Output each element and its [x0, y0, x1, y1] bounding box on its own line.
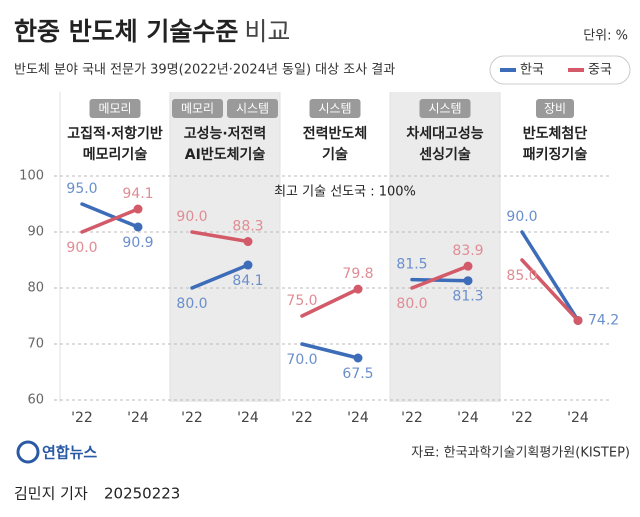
legend-label: 중국: [588, 63, 612, 78]
annotation: 최고 기술 선도국 : 100%: [274, 185, 416, 200]
value-label: 74.2: [588, 312, 619, 328]
y-tick-label: 100: [19, 169, 44, 184]
y-tick-label: 80: [27, 281, 44, 296]
panel-background: [280, 92, 390, 402]
x-tick-label: '24: [347, 410, 369, 426]
panel-title: 고집적·저항기반: [67, 125, 163, 142]
chart-title: 한중 반도체 기술수준: [14, 17, 238, 46]
value-label: 90.0: [176, 209, 207, 225]
byline: 김민지 기자: [14, 485, 88, 503]
series-line: [410, 264, 470, 290]
series-line: [300, 342, 360, 360]
legend-box: [489, 55, 631, 85]
tag-box: [227, 99, 278, 118]
series-line: [190, 263, 250, 290]
x-tick-label: '22: [511, 410, 533, 426]
panel-title: 메모리기술: [83, 147, 148, 163]
value-label: 95.0: [66, 181, 97, 197]
point: [463, 276, 473, 286]
x-tick-label: '24: [127, 410, 149, 426]
x-tick-label: '24: [457, 410, 479, 426]
tag-box: [309, 99, 361, 118]
panel-title: 기술: [322, 147, 348, 163]
panel-background: [390, 92, 500, 402]
value-label: 75.0: [286, 293, 317, 309]
x-tick-label: '22: [71, 410, 93, 426]
series-line: [190, 230, 250, 244]
point: [133, 204, 143, 214]
value-label: 70.0: [286, 352, 317, 368]
point: [133, 222, 143, 232]
value-label: 83.9: [452, 243, 483, 259]
point: [353, 284, 363, 294]
tag-box: [172, 99, 223, 118]
value-label: 90.0: [506, 209, 537, 225]
value-label: 90.9: [122, 235, 153, 251]
value-label: 81.5: [396, 257, 427, 273]
tag-box: [419, 99, 471, 118]
tag: 메모리: [98, 102, 131, 116]
logo: 연합뉴스: [42, 444, 97, 462]
x-tick-label: '24: [237, 410, 259, 426]
value-label: 94.1: [122, 186, 153, 202]
source: 자료: 한국과학기술기획평가원(KISTEP): [411, 446, 630, 461]
logo-icon: [16, 440, 40, 464]
point: [243, 237, 253, 247]
value-label: 81.3: [452, 289, 483, 305]
y-tick-label: 60: [27, 393, 44, 408]
series-line: [410, 277, 470, 283]
value-label: 85.0: [506, 268, 537, 284]
point: [573, 315, 583, 325]
panel-title: 반도체첨단: [523, 125, 588, 142]
x-tick-label: '22: [291, 410, 313, 426]
y-tick-label: 90: [27, 225, 44, 240]
subtitle: 반도체 분야 국내 전문가 39명(2022년·2024년 동일) 대상 조사 …: [14, 63, 395, 78]
date: 20250223: [104, 485, 180, 503]
y-tick-label: 70: [27, 337, 44, 352]
tag: 장비: [544, 102, 566, 116]
panel-background: [500, 92, 610, 402]
value-label: 84.1: [232, 273, 263, 289]
value-label: 79.8: [342, 266, 373, 282]
panel-title: 전력반도체: [303, 125, 367, 142]
value-label: 80.0: [176, 296, 207, 312]
tag-box: [89, 99, 141, 118]
value-label: 88.3: [232, 219, 263, 235]
panel-title: 차세대고성능: [406, 126, 483, 142]
panel-title: 센싱기술: [419, 147, 471, 163]
unit: 단위: %: [583, 29, 628, 44]
series-line: [80, 202, 140, 229]
legend-label: 한국: [520, 63, 544, 78]
x-tick-label: '22: [181, 410, 203, 426]
tag: 시스템: [236, 102, 269, 116]
point: [353, 353, 363, 363]
series-line: [520, 230, 580, 323]
value-label: 80.0: [396, 296, 427, 312]
panel-title: 패키징기술: [523, 146, 588, 163]
tag: 시스템: [428, 102, 461, 116]
panel-title: 고성능·저전력: [184, 125, 267, 142]
x-tick-label: '24: [567, 410, 589, 426]
x-tick-label: '22: [401, 410, 423, 426]
panel-background: [170, 92, 280, 402]
point: [243, 260, 253, 270]
chart-title-suffix: 비교: [244, 17, 290, 46]
panel-background: [60, 92, 170, 402]
value-label: 90.0: [66, 240, 97, 256]
series-line: [80, 207, 140, 234]
panel-title: AI반도체기술: [185, 146, 266, 163]
series-line: [520, 258, 580, 323]
series-line: [300, 287, 360, 318]
tag: 메모리: [181, 102, 214, 116]
point: [463, 261, 473, 271]
tag-box: [536, 99, 574, 118]
tag: 시스템: [318, 102, 351, 116]
value-label: 67.5: [342, 366, 373, 382]
